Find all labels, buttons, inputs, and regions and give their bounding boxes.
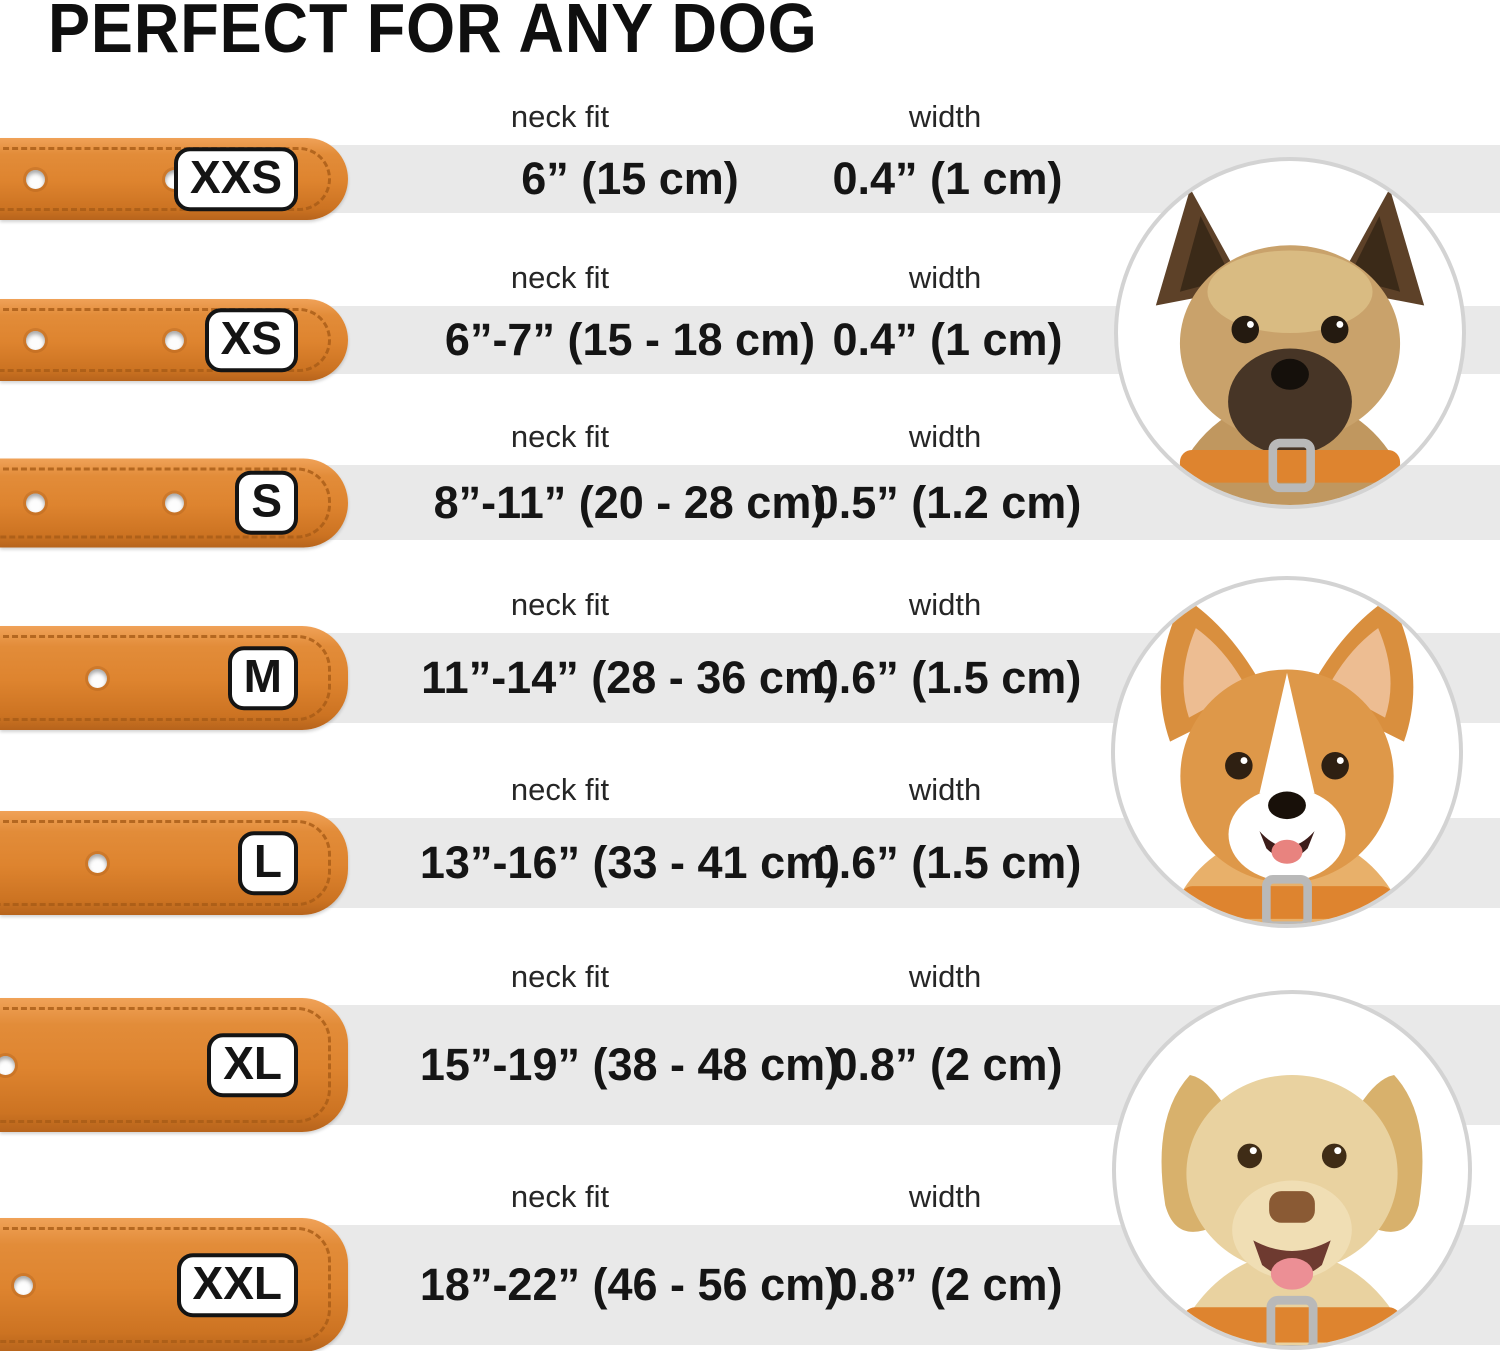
collar-strap-xxl: XXL — [0, 1218, 348, 1351]
width-column-label: width — [908, 1179, 982, 1214]
collar-stitching — [0, 147, 331, 211]
width-value: 0.6” (1.5 cm) — [813, 652, 1082, 703]
width-value: 0.8” (2 cm) — [832, 1259, 1063, 1310]
collar-strap-xl: XL — [0, 998, 348, 1132]
width-column-label: width — [908, 419, 982, 454]
corgi-dog-photo — [1160, 597, 1414, 924]
collar-hole — [88, 854, 107, 873]
collar-hole — [165, 493, 184, 513]
large-dog-photo-circle — [1112, 990, 1472, 1350]
collar-hole — [26, 493, 45, 513]
column-headers: neck fit width — [0, 1179, 1500, 1221]
width-column-label: width — [908, 99, 982, 134]
neck-fit-column-label: neck fit — [510, 419, 610, 454]
neck-fit-column-label: neck fit — [510, 959, 610, 994]
collar-stitching — [0, 635, 331, 721]
width-column-label: width — [908, 260, 982, 295]
collar-stitching — [0, 467, 331, 538]
collar-stitching — [0, 820, 331, 906]
neck-fit-value: 18”-22” (46 - 56 cm) — [419, 1259, 841, 1310]
size-badge-l: L — [237, 831, 298, 895]
page-title: PERFECT FOR ANY DOG — [48, 0, 818, 67]
small-dog-photo-circle — [1114, 157, 1466, 509]
neck-fit-value: 6”-7” (15 - 18 cm) — [444, 314, 816, 365]
width-column-label: width — [908, 772, 982, 807]
size-badge-xxs: XXS — [173, 147, 298, 211]
column-headers: neck fit width — [0, 419, 1500, 461]
collar-strap-xs: XS — [0, 299, 348, 381]
column-headers: neck fit width — [0, 587, 1500, 629]
size-band: S 8”-11” (20 - 28 cm) 0.5” (1.2 cm) — [0, 458, 1500, 547]
collar-stitching — [0, 308, 331, 372]
neck-fit-column-label: neck fit — [510, 260, 610, 295]
neck-fit-value: 8”-11” (20 - 28 cm) — [433, 476, 827, 528]
collar-hole — [0, 1056, 15, 1075]
neck-fit-value: 6” (15 cm) — [521, 153, 739, 204]
column-headers: neck fit width — [0, 99, 1500, 141]
width-value: 0.5” (1.2 cm) — [813, 476, 1082, 528]
collar-stitching — [0, 1227, 331, 1343]
size-badge-s: S — [235, 470, 298, 535]
width-value: 0.4” (1 cm) — [832, 153, 1063, 204]
collar-hole — [88, 669, 107, 688]
width-value: 0.4” (1 cm) — [832, 314, 1063, 365]
collar-hole — [14, 1276, 33, 1295]
width-column-label: width — [908, 587, 982, 622]
neck-fit-value: 13”-16” (33 - 41 cm) — [419, 837, 841, 888]
collar-strap-xxs: XXS — [0, 138, 348, 220]
collar-hole — [26, 170, 45, 189]
collar-strap-s: S — [0, 458, 348, 547]
collar-hole — [165, 331, 184, 350]
medium-dog-photo-circle — [1111, 576, 1463, 928]
collar-hole — [26, 331, 45, 350]
size-badge-m: M — [227, 646, 298, 710]
width-column-label: width — [908, 959, 982, 994]
neck-fit-value: 15”-19” (38 - 48 cm) — [419, 1039, 841, 1090]
size-badge-xl: XL — [207, 1033, 298, 1097]
width-value: 0.6” (1.5 cm) — [813, 837, 1082, 888]
column-headers: neck fit width — [0, 959, 1500, 1001]
column-headers: neck fit width — [0, 260, 1500, 302]
size-badge-xs: XS — [204, 308, 298, 372]
neck-fit-column-label: neck fit — [510, 772, 610, 807]
column-headers: neck fit width — [0, 772, 1500, 814]
collar-strap-l: L — [0, 811, 348, 915]
neck-fit-column-label: neck fit — [510, 587, 610, 622]
width-value: 0.8” (2 cm) — [832, 1039, 1063, 1090]
neck-fit-value: 11”-14” (28 - 36 cm) — [421, 652, 839, 703]
neck-fit-column-label: neck fit — [510, 1179, 610, 1214]
neck-fit-column-label: neck fit — [510, 99, 610, 134]
labrador-dog-photo — [1161, 1074, 1423, 1346]
collar-strap-m: M — [0, 626, 348, 730]
collar-stitching — [0, 1007, 331, 1123]
size-badge-xxl: XXL — [176, 1253, 298, 1317]
terrier-dog-photo — [1155, 188, 1425, 505]
